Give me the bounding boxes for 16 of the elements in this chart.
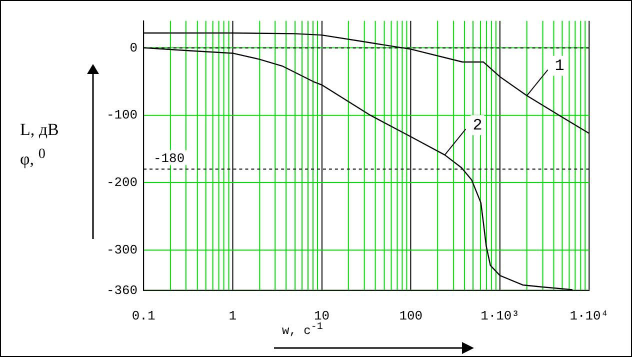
y-tick-label: -300 bbox=[106, 242, 138, 258]
x-tick-label: 1·10⁴ bbox=[570, 308, 609, 324]
y-tick-label: -100 bbox=[106, 108, 138, 123]
annotation: 1 bbox=[554, 57, 564, 76]
y-axis-title: L, дB φ, $^{0}$ bbox=[20, 119, 59, 171]
y-tick-label: -200 bbox=[106, 175, 138, 190]
x-axis-title: w, c$^{-1}$ bbox=[282, 322, 323, 338]
x-tick-label: 1·10³ bbox=[480, 308, 520, 324]
annotation: 2 bbox=[472, 116, 482, 134]
x-tick-label: 0.1 bbox=[132, 308, 156, 324]
y-tick-label: 0 bbox=[130, 40, 138, 56]
y-tick-label: -360 bbox=[106, 282, 138, 298]
x-tick-label: 1 bbox=[228, 308, 237, 324]
x-tick-label: 100 bbox=[399, 308, 423, 324]
x-tick-label: 10 bbox=[314, 308, 330, 324]
ref-line-label: -180 bbox=[154, 151, 185, 166]
